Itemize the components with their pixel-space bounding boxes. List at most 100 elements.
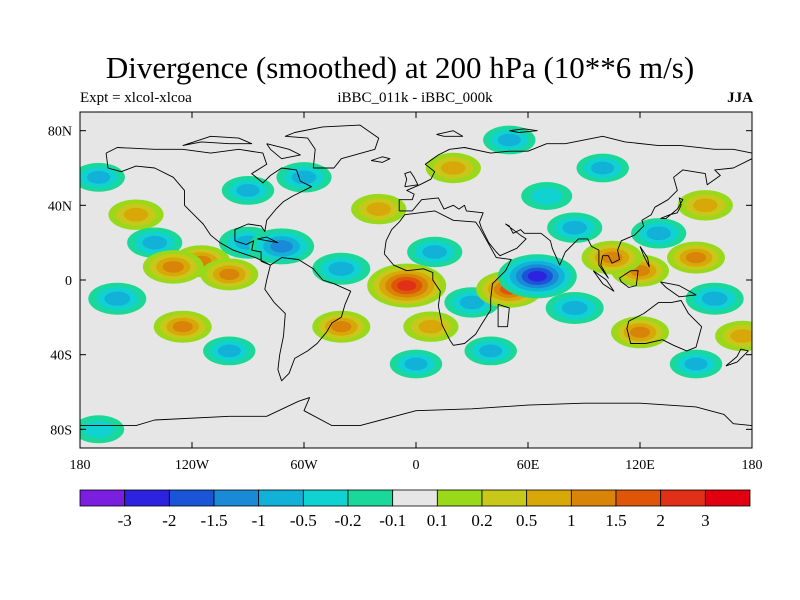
divergence-cell-8-2 xyxy=(479,344,503,358)
x-tick-label: 0 xyxy=(413,458,420,473)
divergence-cell-17-2 xyxy=(422,245,448,259)
coastline-11 xyxy=(404,171,419,188)
coastline-9 xyxy=(660,281,697,298)
colorbar-swatch xyxy=(615,489,662,507)
colorbar-swatch xyxy=(124,489,170,507)
coastline-2 xyxy=(284,124,380,169)
coastline-16 xyxy=(639,246,650,268)
coastlines xyxy=(80,124,752,427)
colorbar-swatch xyxy=(347,489,394,507)
map-axes: 180 120W 60W 0 60E 120E 180 80N 40N 0 40S 80S xyxy=(48,112,763,473)
divergence-cell-14-2 xyxy=(730,329,752,343)
x-tick-label: 180 xyxy=(742,458,763,473)
colorbar-swatch xyxy=(302,489,349,507)
coastline-8 xyxy=(619,270,639,288)
coastline-18 xyxy=(266,143,301,160)
coastline-17 xyxy=(182,135,253,147)
divergence-cell-2-2 xyxy=(404,357,428,371)
colorbar-swatch xyxy=(168,489,215,507)
x-tick-label: 120E xyxy=(625,458,655,473)
divergence-cell-16-2 xyxy=(142,235,167,250)
colorbar-swatch xyxy=(392,489,438,507)
coastline-4 xyxy=(398,135,752,279)
coastline-13 xyxy=(497,303,510,328)
divergence-cell-9-2 xyxy=(236,184,260,197)
colorbar-swatch xyxy=(481,489,528,507)
colorbar-swatch xyxy=(258,489,304,507)
divergence-cell-18-2 xyxy=(459,295,485,310)
y-tick-label: 40S xyxy=(50,349,72,364)
coastline-5 xyxy=(626,300,703,352)
coastline-3 xyxy=(383,210,512,346)
season-label: JJA xyxy=(727,90,753,106)
divergence-cell-28-3 xyxy=(629,326,651,338)
colorbar-label: 1 xyxy=(567,511,576,530)
colorbar-label: 2 xyxy=(656,511,665,530)
divergence-cell-27-3 xyxy=(331,321,352,333)
divergence-cell-21-2 xyxy=(291,170,317,185)
x-tick-label: 60W xyxy=(290,458,318,473)
colorbar-label: 0.5 xyxy=(516,511,537,530)
x-tick-label: 180 xyxy=(70,458,91,473)
coastline-7 xyxy=(592,270,615,292)
colorbar: -3 -2 -1.5 -1 -0.5 -0.2 -0.1 0.1 0.2 0.5 1 1.5 2 3 xyxy=(79,489,751,530)
colorbar-label: 3 xyxy=(701,511,710,530)
coastline-10 xyxy=(660,197,684,219)
divergence-cell-33-2 xyxy=(701,291,728,306)
divergence-cell-31-2 xyxy=(561,300,588,316)
coastline-1 xyxy=(264,257,352,382)
colorbar-swatch xyxy=(436,489,483,507)
coastline-14 xyxy=(725,348,749,367)
divergence-cell-32-2 xyxy=(104,291,131,306)
colorbar-label: -3 xyxy=(118,511,132,530)
colorbar-label: -1 xyxy=(252,511,266,530)
x-tick-label: 60E xyxy=(517,458,540,473)
colorbar-swatch xyxy=(526,489,572,507)
divergence-cell-13-2 xyxy=(418,319,444,334)
colorbar-label: -0.1 xyxy=(379,511,406,530)
colorbar-swatch xyxy=(660,489,706,507)
colorbar-label: -0.2 xyxy=(335,511,362,530)
divergence-cell-20-2 xyxy=(646,226,671,241)
divergence-cell-26-3 xyxy=(172,321,193,333)
divergence-cell-25-3 xyxy=(685,252,707,264)
colorbar-label: 1.5 xyxy=(605,511,626,530)
x-tick-label: 120W xyxy=(175,458,210,473)
coastline-20 xyxy=(436,130,464,137)
experiment-label: Expt = xlcol-xlcoa xyxy=(80,90,192,106)
coastline-0 xyxy=(105,147,312,266)
divergence-cell-38-5 xyxy=(397,280,417,291)
colorbar-swatch xyxy=(704,489,751,507)
divergence-cell-0-1 xyxy=(83,420,115,438)
coastline-6 xyxy=(80,397,752,427)
divergence-cell-10-2 xyxy=(123,207,149,222)
divergence-cell-5-2 xyxy=(497,133,521,147)
coastline-12 xyxy=(371,156,391,163)
divergence-cell-6-2 xyxy=(217,344,241,358)
divergence-cell-4-2 xyxy=(591,161,615,175)
y-tick-label: 40N xyxy=(48,199,72,214)
colorbar-label: 0.2 xyxy=(471,511,492,530)
divergence-cell-39-5 xyxy=(527,271,547,282)
divergence-field xyxy=(80,125,752,444)
divergence-cell-29-2 xyxy=(328,261,355,276)
plot-title: Divergence (smoothed) at 200 hPa (10**6 … xyxy=(105,50,695,85)
divergence-cell-34-3 xyxy=(162,261,184,273)
y-tick-label: 80S xyxy=(50,423,72,438)
coastline-15 xyxy=(257,236,279,244)
colorbar-label: -2 xyxy=(162,511,176,530)
divergence-cell-23-3 xyxy=(219,268,240,280)
y-tick-label: 80N xyxy=(48,125,72,140)
colorbar-swatch xyxy=(213,489,260,507)
colorbar-swatch xyxy=(79,489,126,507)
run-comparison-label: iBBC_011k - iBBC_000k xyxy=(337,90,493,106)
divergence-cell-36-3 xyxy=(270,240,293,253)
colorbar-label: -0.5 xyxy=(290,511,317,530)
coastline-19 xyxy=(509,128,538,133)
y-tick-label: 0 xyxy=(65,274,72,289)
divergence-cell-7-2 xyxy=(684,357,708,371)
divergence-cell-1-1 xyxy=(531,187,563,205)
divergence-cell-3-2 xyxy=(87,170,111,184)
divergence-cell-11-2 xyxy=(366,202,392,216)
